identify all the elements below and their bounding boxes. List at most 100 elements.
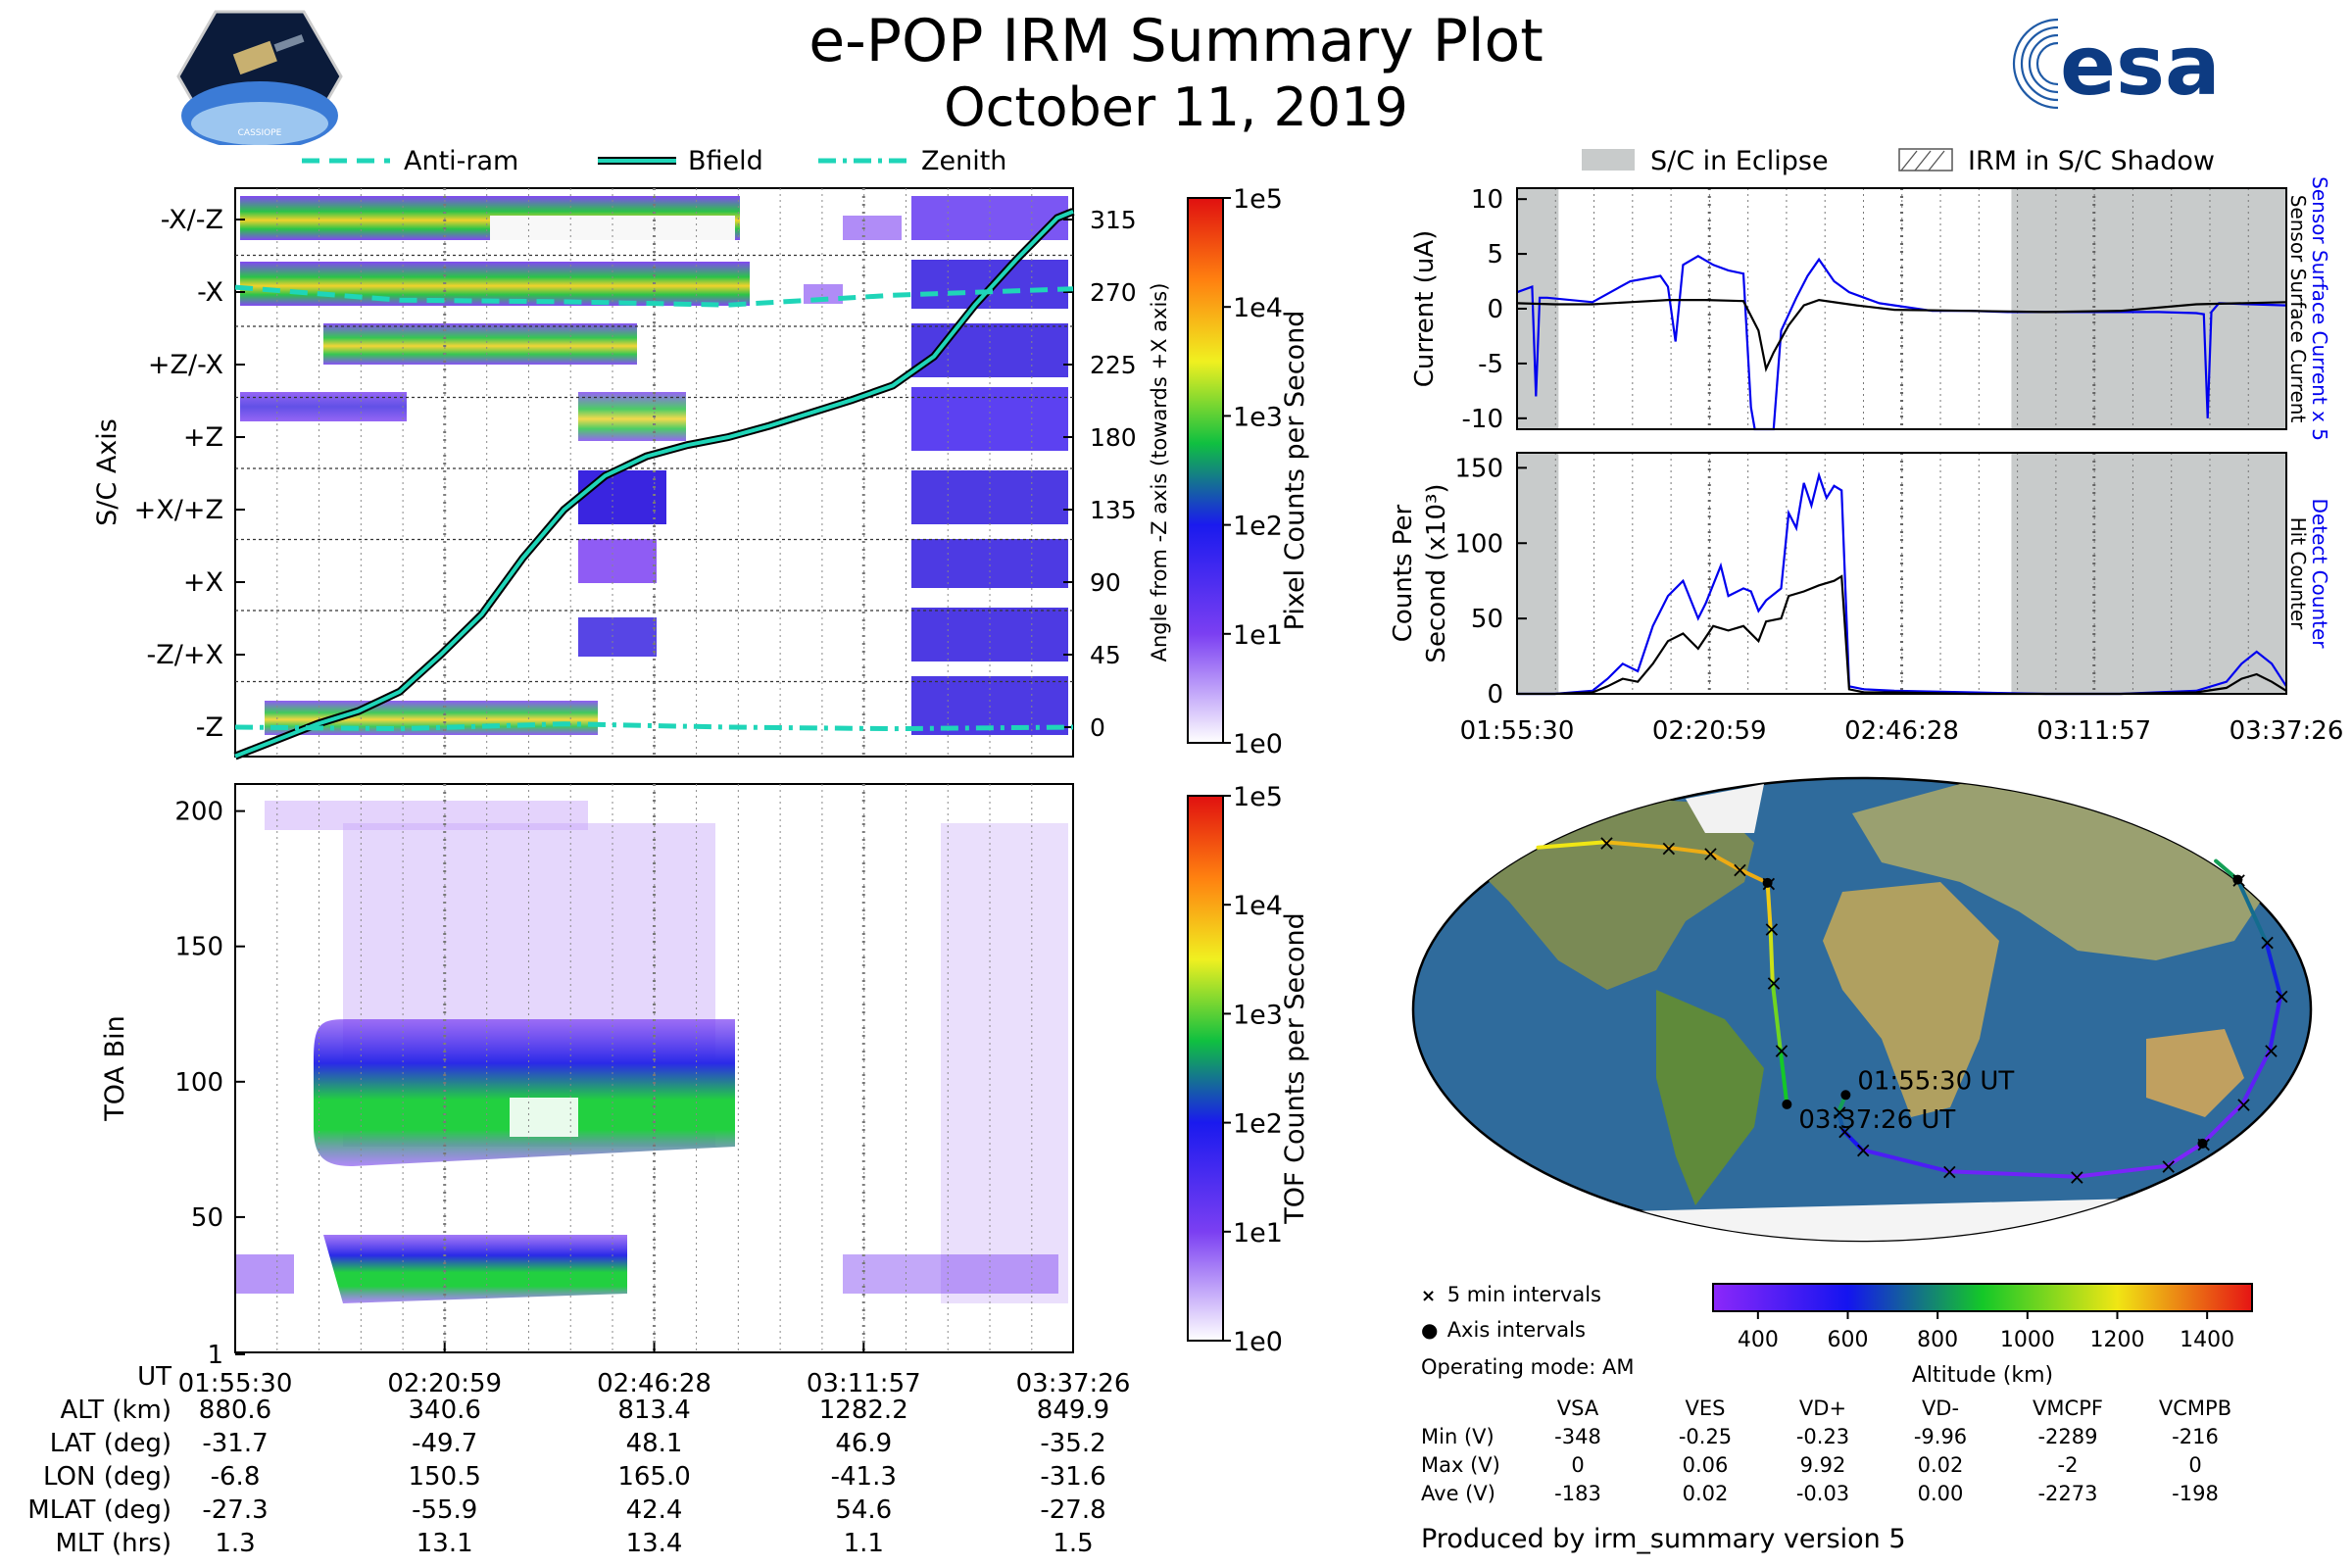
five-min-marker: × — [1660, 837, 1678, 861]
counts-x-tick-label: 03:37:26 — [2230, 716, 2344, 746]
ephemeris-cell: -27.8 — [1040, 1495, 1106, 1525]
ground-track-segment — [1836, 1109, 1846, 1133]
colorbar-pixel — [1187, 197, 1224, 744]
toa-x-tick-label: 01:55:30 — [178, 1369, 293, 1398]
ephemeris-cell: 48.1 — [625, 1429, 683, 1458]
ground-track-segment — [2268, 994, 2283, 1053]
ground-track-segment — [1768, 926, 1775, 985]
sc-angle-tick-label: 225 — [1090, 351, 1137, 379]
eclipse-region — [1517, 453, 1559, 694]
sc-angle-axis-label: Angle from -Z axis (towards +X axis) — [1148, 283, 1171, 662]
current-tick-label: -5 — [1478, 350, 1503, 379]
voltage-row-label: Min (V) — [1421, 1425, 1494, 1448]
voltage-header: VMCPF — [2033, 1396, 2103, 1420]
ephemeris-cell: -31.7 — [202, 1429, 269, 1458]
counts-x-tick-label: 02:46:28 — [1844, 716, 1959, 746]
ephemeris-cell: 1.5 — [1053, 1529, 1094, 1558]
axis-legend-item: ● Axis intervals — [1421, 1313, 1676, 1347]
current-tick-label: -10 — [1462, 405, 1503, 434]
five-min-marker: × — [1763, 917, 1781, 942]
ephemeris-cell: 46.9 — [835, 1429, 893, 1458]
voltage-cell: 0.00 — [1917, 1482, 1964, 1505]
counts-tick-label: 50 — [1471, 605, 1503, 634]
colorbar-tick-label: 1e3 — [1233, 1000, 1283, 1030]
colorbar-tick-label: 1e3 — [1233, 402, 1283, 432]
ephemeris-cell: 880.6 — [198, 1396, 272, 1425]
colorbar-tick-label: 1e5 — [1233, 184, 1283, 215]
ephemeris-cell: 340.6 — [408, 1396, 481, 1425]
colorbar-tick-label: 1e1 — [1233, 620, 1283, 651]
dot-marker-icon: ● — [1421, 1318, 1439, 1342]
alt-colorbar-tick-label: 600 — [1828, 1328, 1869, 1352]
counts-x-tick-label: 02:20:59 — [1652, 716, 1767, 746]
ephemeris-row-header: UT — [137, 1362, 172, 1392]
voltage-header: VSA — [1556, 1396, 1599, 1420]
five-min-marker: × — [2262, 1039, 2279, 1063]
colorbar-tick-label: 1e0 — [1233, 1327, 1283, 1357]
ground-track-segment — [1536, 840, 1608, 850]
voltage-header: VCMPB — [2158, 1396, 2232, 1420]
current-ylabel: Current (uA) — [1410, 230, 1440, 387]
alt-colorbar-tick-label: 1400 — [2180, 1328, 2234, 1352]
track-start-label: 01:55:30 UT — [1857, 1066, 2014, 1096]
sc-angle-tick-label: 45 — [1090, 641, 1121, 669]
ground-track-segment — [1860, 1148, 1951, 1174]
five-min-marker: × — [2234, 1093, 2252, 1117]
ephemeris-cell: 813.4 — [617, 1396, 691, 1425]
sc-axis-tick-label: +X/+Z — [134, 495, 223, 525]
sc-angle-tick-label: 0 — [1090, 713, 1105, 742]
axis-legend-label: Axis intervals — [1446, 1318, 1586, 1342]
toa-tick-label: 100 — [174, 1068, 223, 1098]
colorbar-tick-label: 1e2 — [1233, 512, 1283, 542]
toa-tick-label: 50 — [191, 1203, 223, 1233]
greenland — [1686, 784, 1764, 833]
ground-track-segment — [2240, 1048, 2273, 1106]
bfield-line — [234, 209, 1074, 759]
colorbar-tick-label: 1e2 — [1233, 1109, 1283, 1140]
antiram-line — [234, 284, 1074, 308]
ephemeris-table: UT ALT (km) LAT (deg) LON (deg) MLAT (deg) ML… — [0, 1362, 1372, 1568]
colorbar-tick-label: 1e4 — [1233, 891, 1283, 921]
alt-colorbar-tick-label: 1200 — [2090, 1328, 2145, 1352]
five-min-marker: × — [2068, 1166, 2085, 1191]
voltage-cell: -2289 — [2037, 1425, 2098, 1448]
sc-axis-tick-label: -X/-Z — [161, 205, 223, 235]
colorbar-tick-label: 1e0 — [1233, 729, 1283, 760]
current-tick-label: 10 — [1471, 185, 1503, 215]
ephemeris-row-header: LON (deg) — [42, 1462, 172, 1492]
colorbar-tof — [1187, 795, 1224, 1342]
map-legend: × 5 min intervals ● Axis intervals Opera… — [1421, 1278, 1676, 1384]
sc-axis-tick-label: -X — [197, 277, 223, 308]
ground-track-segment — [2074, 1163, 2170, 1179]
five-min-marker: × — [1836, 1120, 1853, 1145]
ephemeris-cell: 150.5 — [408, 1462, 481, 1492]
counts-ylabel: Counts Per — [1389, 504, 1418, 642]
axis-marker — [1762, 877, 1773, 888]
voltage-cell: -2 — [2057, 1453, 2079, 1477]
sc-axis-tick-label: +Z/-X — [148, 350, 223, 380]
current-frame — [1516, 187, 2287, 430]
x-marker-icon: × — [1421, 1286, 1437, 1306]
ephemeris-cell: -41.3 — [830, 1462, 897, 1492]
five-min-marker: × — [1940, 1160, 1958, 1185]
voltage-cell: -198 — [2172, 1482, 2219, 1505]
five-min-legend-item: × 5 min intervals — [1421, 1278, 1676, 1313]
alt-colorbar-tick-label: 400 — [1738, 1328, 1779, 1352]
colorbar-tick-label: 1e4 — [1233, 293, 1283, 323]
counts-tick-label: 150 — [1454, 454, 1503, 483]
cassiope-logo: CASSIOPE — [176, 10, 343, 145]
alt-colorbar-tick-label: 1000 — [2000, 1328, 2055, 1352]
ephemeris-cell: -35.2 — [1040, 1429, 1106, 1458]
toa-tick-label: 1 — [207, 1341, 223, 1370]
ephemeris-cell: 13.4 — [625, 1529, 683, 1558]
ephemeris-cell: 165.0 — [617, 1462, 691, 1492]
ephemeris-cell: -31.6 — [1040, 1462, 1106, 1492]
counts-right-label-blue: Detect Counter — [2308, 499, 2331, 650]
legend-bfield-label: Bfield — [688, 146, 763, 176]
ephemeris-cell: 1.3 — [215, 1529, 256, 1558]
ephemeris-row-header: LAT (deg) — [49, 1429, 172, 1458]
counts-x-tick-label: 03:11:57 — [2036, 716, 2151, 746]
ephemeris-cell: 1282.2 — [818, 1396, 908, 1425]
ephemeris-row-header: MLAT (deg) — [27, 1495, 172, 1525]
